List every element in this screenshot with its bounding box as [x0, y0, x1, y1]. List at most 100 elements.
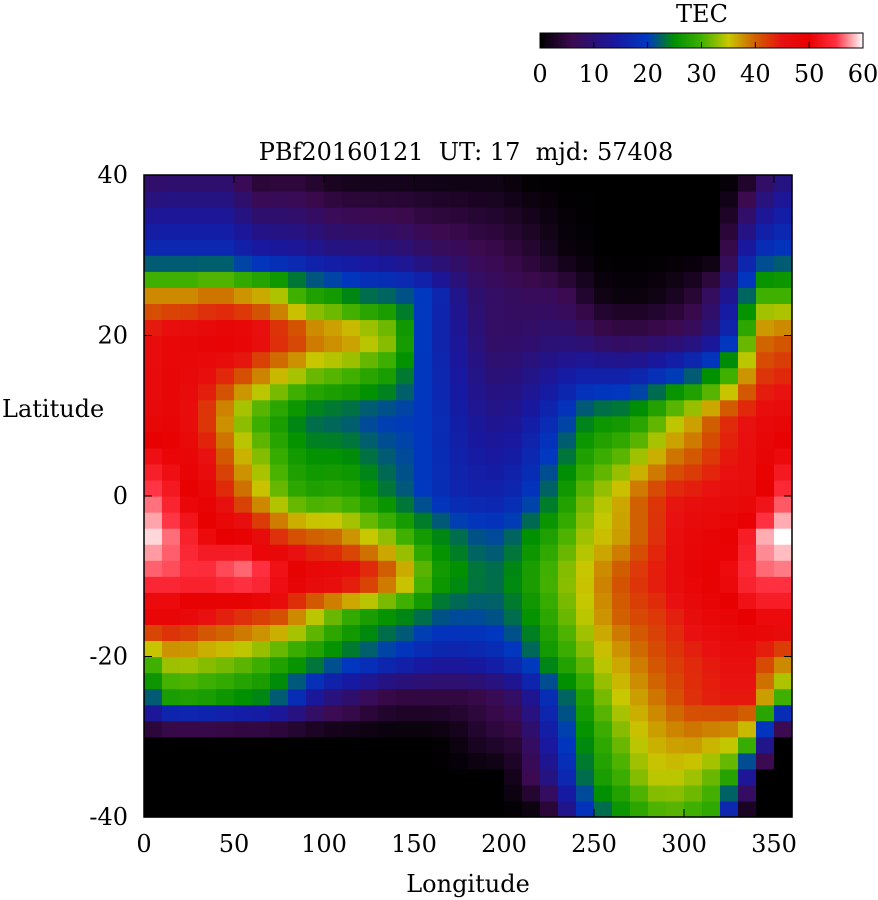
heatmap-cell	[630, 415, 649, 433]
heatmap-cell	[702, 512, 721, 529]
heatmap-cell	[630, 576, 649, 593]
heatmap-cell	[558, 752, 577, 770]
heatmap-cell	[450, 191, 469, 208]
heatmap-cell	[684, 399, 703, 417]
heatmap-cell	[522, 624, 541, 642]
heatmap-cell	[162, 303, 181, 321]
heatmap-cell	[738, 287, 757, 304]
heatmap-cell	[252, 592, 271, 609]
heatmap-cell	[342, 399, 361, 417]
heatmap-cell	[450, 415, 469, 433]
heatmap-cell	[306, 752, 325, 770]
colorbar-tick-label: 30	[686, 60, 717, 88]
heatmap-cell	[342, 512, 361, 529]
heatmap-cell	[270, 223, 289, 240]
heatmap-cell	[540, 175, 559, 192]
heatmap-cell	[486, 447, 505, 465]
heatmap-cell	[198, 576, 217, 593]
heatmap-cell	[234, 239, 253, 256]
heatmap-cell	[612, 688, 631, 706]
heatmap-cell	[756, 287, 775, 304]
heatmap-cell	[270, 544, 289, 561]
heatmap-cell	[342, 784, 361, 802]
heatmap-cell	[504, 720, 523, 738]
heatmap-cell	[396, 191, 415, 208]
heatmap-cell	[144, 752, 163, 770]
heatmap-cell	[216, 255, 235, 272]
heatmap-cell	[216, 608, 235, 625]
heatmap-cell	[630, 768, 649, 786]
heatmap-cell	[324, 447, 343, 465]
heatmap-cell	[504, 287, 523, 304]
heatmap-cell	[270, 576, 289, 593]
heatmap-cell	[594, 608, 613, 625]
heatmap-cell	[774, 479, 793, 497]
heatmap-cell	[522, 383, 541, 401]
heatmap-cell	[324, 800, 343, 818]
heatmap-cell	[180, 303, 199, 321]
heatmap-cell	[396, 672, 415, 690]
heatmap-cell	[432, 271, 451, 288]
heatmap-cell	[738, 688, 757, 706]
heatmap-cell	[576, 704, 595, 722]
heatmap-cell	[684, 592, 703, 609]
heatmap-cell	[504, 768, 523, 786]
heatmap-cell	[306, 447, 325, 465]
heatmap-cell	[594, 303, 613, 321]
heatmap-cell	[702, 752, 721, 770]
heatmap-cell	[594, 768, 613, 786]
heatmap-cell	[702, 239, 721, 256]
heatmap-cell	[324, 640, 343, 658]
heatmap-cell	[432, 447, 451, 465]
heatmap-cell	[450, 704, 469, 722]
heatmap-cell	[342, 736, 361, 754]
heatmap-cell	[468, 351, 487, 369]
heatmap-cell	[414, 576, 433, 593]
heatmap-cell	[558, 287, 577, 304]
heatmap-cell	[144, 431, 163, 449]
heatmap-cell	[162, 688, 181, 706]
heatmap-cells	[144, 175, 793, 818]
heatmap-cell	[180, 383, 199, 401]
heatmap-cell	[252, 207, 271, 224]
heatmap-cell	[450, 528, 469, 545]
heatmap-cell	[306, 271, 325, 288]
heatmap-cell	[756, 351, 775, 369]
heatmap-cell	[684, 688, 703, 706]
heatmap-cell	[414, 512, 433, 529]
heatmap-cell	[162, 191, 181, 208]
heatmap-cell	[720, 576, 739, 593]
heatmap-cell	[702, 191, 721, 208]
heatmap-cell	[198, 223, 217, 240]
heatmap-cell	[288, 239, 307, 256]
heatmap-cell	[702, 463, 721, 481]
heatmap-cell	[360, 431, 379, 449]
heatmap-cell	[270, 335, 289, 353]
heatmap-cell	[360, 560, 379, 577]
heatmap-cell	[720, 688, 739, 706]
colorbar-tick-label: 20	[632, 60, 663, 88]
heatmap-cell	[216, 704, 235, 722]
heatmap-cell	[468, 207, 487, 224]
heatmap-cell	[468, 560, 487, 577]
heatmap-cell	[522, 736, 541, 754]
heatmap-cell	[738, 431, 757, 449]
heatmap-cell	[306, 704, 325, 722]
heatmap-cell	[576, 768, 595, 786]
heatmap-cell	[666, 175, 685, 192]
heatmap-cell	[522, 319, 541, 337]
heatmap-cell	[216, 800, 235, 818]
heatmap-cell	[144, 704, 163, 722]
heatmap-cell	[198, 303, 217, 321]
heatmap-cell	[180, 720, 199, 738]
heatmap-cell	[630, 255, 649, 272]
heatmap-cell	[468, 592, 487, 609]
heatmap-cell	[252, 512, 271, 529]
heatmap-cell	[522, 752, 541, 770]
heatmap-cell	[450, 768, 469, 786]
heatmap-cell	[720, 255, 739, 272]
heatmap-cell	[360, 175, 379, 192]
heatmap-cell	[216, 736, 235, 754]
heatmap-cell	[666, 544, 685, 561]
heatmap-cell	[630, 239, 649, 256]
